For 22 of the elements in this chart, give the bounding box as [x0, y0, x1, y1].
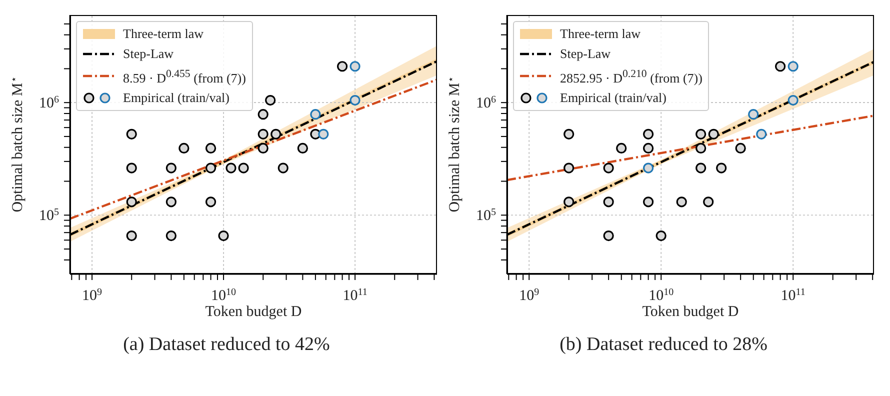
text: (a) Dataset reduced to 42% — [122, 334, 331, 356]
x-tick-label: 10$^{9}$ — [82, 286, 102, 304]
y-tick-label: 10$^{6}$ — [39, 94, 59, 112]
x-axis-title: Token budget D — [204, 304, 303, 321]
y-tick-label: 10$^{5}$ — [476, 206, 496, 224]
x-tick-label: 10$^{10}$ — [648, 286, 674, 304]
legend-label: Step-Law — [560, 45, 611, 63]
x-tick-label: 10$^{11}$ — [342, 286, 368, 304]
legend-label: Three-term law — [560, 25, 640, 43]
x-axis-title: Token budget D — [641, 304, 740, 321]
y-tick-label: 10$^{6}$ — [476, 94, 496, 112]
legend-label: Three-term law — [123, 25, 204, 43]
legend-label: 8.59 · D$^{0.455}$ (from (7)) — [123, 67, 246, 88]
legend-label: Empirical (train/val) — [123, 89, 230, 108]
legend-label: Step-Law — [123, 45, 174, 63]
legend-label: Empirical (train/val) — [560, 89, 666, 108]
x-tick-label: 10$^{9}$ — [519, 286, 540, 304]
text: (b) Dataset reduced to 28% — [558, 334, 768, 356]
y-tick-label: 10$^{5}$ — [39, 206, 59, 224]
x-tick-label: 10$^{10}$ — [211, 286, 236, 304]
x-tick-label: 10$^{11}$ — [780, 286, 806, 304]
legend-label: 2852.95 · D$^{0.210}$ (from (7)) — [560, 67, 702, 88]
